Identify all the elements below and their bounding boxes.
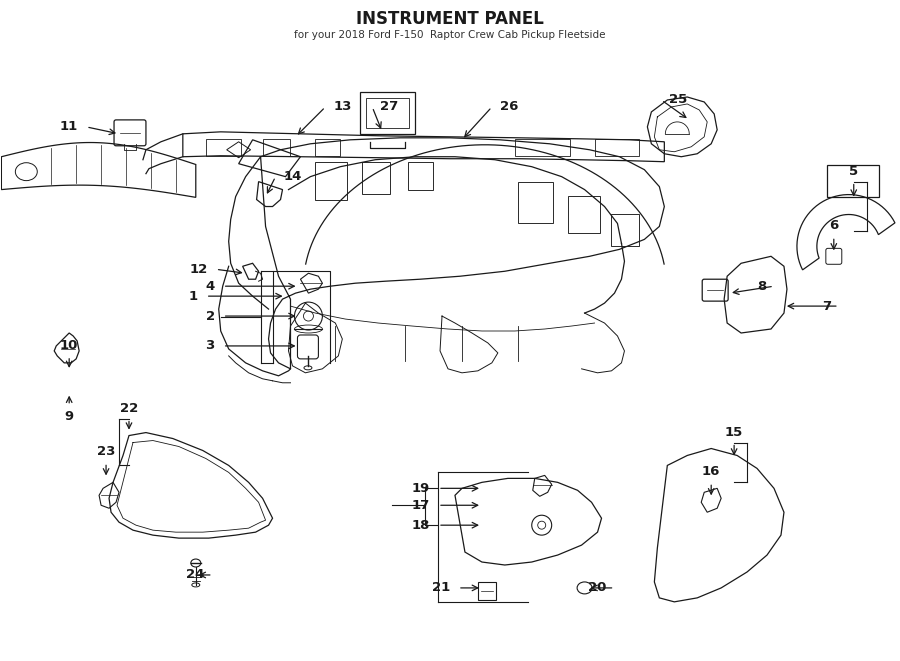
Text: 13: 13 [333,100,352,114]
Text: 15: 15 [725,426,743,438]
Bar [518,182,553,223]
Bar [515,139,570,156]
Text: 26: 26 [500,100,518,114]
Text: 7: 7 [822,299,831,313]
Text: 3: 3 [205,340,215,352]
Text: 10: 10 [60,339,78,352]
Text: 2: 2 [205,309,215,323]
Text: 27: 27 [380,100,399,114]
Text: 14: 14 [284,170,302,183]
Text: 25: 25 [670,93,688,106]
Text: 9: 9 [65,410,74,422]
Text: 12: 12 [190,263,208,276]
Text: 1: 1 [189,290,198,303]
Text: 24: 24 [186,568,205,582]
Text: 11: 11 [60,120,78,134]
Bar [611,214,639,247]
Bar [206,139,240,156]
Bar [315,139,340,156]
Text: 6: 6 [829,219,839,233]
Bar [408,162,433,190]
Bar [363,162,391,194]
Text: INSTRUMENT PANEL: INSTRUMENT PANEL [356,11,544,28]
Bar [595,139,639,156]
Text: 17: 17 [412,499,430,512]
Text: 16: 16 [702,465,720,479]
Text: 5: 5 [850,165,859,178]
Text: 21: 21 [432,582,450,594]
Bar [315,162,347,200]
Bar [360,92,415,134]
Bar [827,165,878,196]
Text: 4: 4 [205,280,215,293]
Bar [568,196,599,233]
Text: 20: 20 [588,582,607,594]
Bar [478,582,496,600]
Bar [366,98,410,128]
Bar [263,139,291,156]
Text: 23: 23 [97,446,115,459]
Text: for your 2018 Ford F-150  Raptor Crew Cab Pickup Fleetside: for your 2018 Ford F-150 Raptor Crew Cab… [294,30,606,40]
Text: 18: 18 [411,519,430,531]
Text: 19: 19 [412,482,430,495]
Text: 22: 22 [120,402,138,414]
Text: 8: 8 [757,280,766,293]
